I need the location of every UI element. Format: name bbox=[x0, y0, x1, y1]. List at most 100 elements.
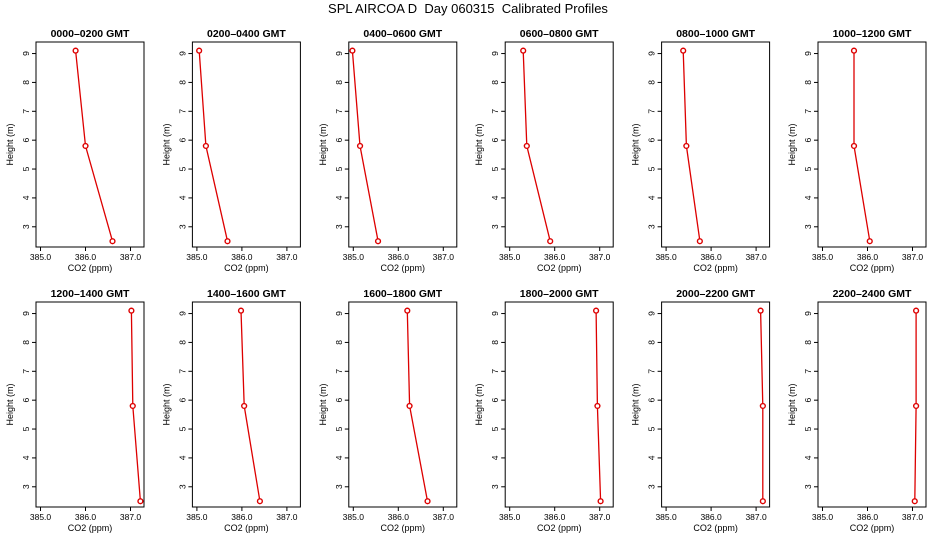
x-tick-label: 386.0 bbox=[857, 252, 879, 262]
y-tick-label: 8 bbox=[490, 340, 500, 345]
y-axis-label: Height (m) bbox=[787, 383, 797, 425]
data-point bbox=[404, 307, 411, 314]
data-point bbox=[759, 402, 766, 410]
panel-title: 0200–0400 GMT bbox=[207, 28, 286, 40]
chart-panel-5: 0800–1000 GMT 385.0 386.0 387.0 3 4 5 6 7 8 9 CO2 (… bbox=[631, 28, 771, 273]
plot-frame bbox=[661, 41, 771, 248]
y-tick-label: 4 bbox=[21, 455, 31, 460]
y-tick-label: 7 bbox=[21, 109, 31, 114]
y-axis-label: Height (m) bbox=[161, 383, 171, 425]
plot-frame bbox=[35, 301, 145, 508]
y-axis-label: Height (m) bbox=[787, 123, 797, 165]
data-point bbox=[597, 498, 604, 505]
y-tick-label: 6 bbox=[490, 398, 500, 403]
y-tick-label: 8 bbox=[177, 80, 187, 85]
x-tick-label: 385.0 bbox=[186, 512, 208, 522]
x-tick-label: 386.0 bbox=[231, 512, 253, 522]
x-tick-label: 385.0 bbox=[30, 512, 52, 522]
y-tick-label: 7 bbox=[647, 369, 657, 374]
panel-title: 1800–2000 GMT bbox=[520, 288, 599, 300]
y-tick-label: 4 bbox=[490, 195, 500, 200]
plot-frame bbox=[661, 301, 771, 508]
x-tick-label: 387.0 bbox=[433, 252, 455, 262]
data-point bbox=[237, 307, 245, 314]
y-axis-label: Height (m) bbox=[631, 123, 641, 165]
y-tick-label: 6 bbox=[21, 138, 31, 143]
y-tick-label: 6 bbox=[334, 398, 344, 403]
y-tick-label: 3 bbox=[803, 484, 813, 489]
data-point bbox=[356, 142, 364, 150]
data-point bbox=[683, 142, 690, 150]
y-tick-label: 8 bbox=[647, 80, 657, 85]
y-axis-label: Height (m) bbox=[5, 123, 15, 165]
y-tick-label: 9 bbox=[334, 311, 344, 316]
y-tick-label: 4 bbox=[803, 195, 813, 200]
y-axis-label: Height (m) bbox=[161, 123, 171, 165]
y-tick-label: 6 bbox=[177, 138, 187, 143]
y-tick-label: 9 bbox=[177, 311, 187, 316]
y-tick-label: 7 bbox=[21, 369, 31, 374]
data-point bbox=[911, 498, 918, 505]
x-tick-label: 385.0 bbox=[812, 252, 834, 262]
plot-frame bbox=[504, 41, 614, 248]
y-tick-label: 7 bbox=[803, 109, 813, 114]
y-tick-label: 3 bbox=[647, 224, 657, 229]
data-point bbox=[137, 498, 144, 505]
chart-panel-11: 2000–2200 GMT 385.0 386.0 387.0 3 4 5 6 7 8 9 CO2 (… bbox=[631, 288, 771, 533]
data-point bbox=[850, 142, 858, 150]
data-point bbox=[72, 47, 79, 54]
data-point bbox=[374, 238, 382, 245]
data-point bbox=[256, 498, 264, 505]
y-tick-label: 8 bbox=[647, 340, 657, 345]
y-tick-label: 3 bbox=[490, 224, 500, 229]
y-tick-label: 4 bbox=[334, 195, 344, 200]
data-point bbox=[196, 47, 203, 54]
x-axis-label: CO2 (ppm) bbox=[68, 523, 113, 533]
data-point bbox=[406, 402, 413, 410]
x-axis-label: CO2 (ppm) bbox=[693, 263, 738, 273]
y-tick-label: 5 bbox=[177, 426, 187, 431]
x-axis-label: CO2 (ppm) bbox=[693, 523, 738, 533]
y-tick-label: 5 bbox=[21, 426, 31, 431]
y-tick-label: 8 bbox=[334, 340, 344, 345]
y-tick-label: 9 bbox=[21, 51, 31, 56]
y-tick-label: 6 bbox=[490, 138, 500, 143]
y-axis-label: Height (m) bbox=[318, 123, 328, 165]
y-tick-label: 8 bbox=[21, 340, 31, 345]
y-tick-label: 3 bbox=[334, 484, 344, 489]
plot-frame bbox=[817, 41, 927, 248]
y-tick-label: 8 bbox=[177, 340, 187, 345]
y-tick-label: 6 bbox=[21, 398, 31, 403]
x-tick-label: 387.0 bbox=[745, 512, 767, 522]
y-tick-label: 8 bbox=[490, 80, 500, 85]
y-tick-label: 6 bbox=[803, 398, 813, 403]
panel-title: 2200–2400 GMT bbox=[833, 288, 912, 300]
data-point bbox=[547, 238, 554, 245]
x-tick-label: 387.0 bbox=[589, 512, 611, 522]
x-axis-label: CO2 (ppm) bbox=[224, 523, 269, 533]
panel-title: 0800–1000 GMT bbox=[676, 28, 755, 40]
data-point bbox=[912, 307, 920, 314]
x-tick-label: 385.0 bbox=[499, 512, 521, 522]
y-tick-label: 3 bbox=[21, 224, 31, 229]
chart-panel-12: 2200–2400 GMT 385.0 386.0 387.0 3 4 5 6 7 8 9 CO2 (… bbox=[787, 288, 927, 533]
data-point bbox=[594, 402, 601, 410]
panel-title: 0600–0800 GMT bbox=[520, 28, 599, 40]
y-tick-label: 5 bbox=[647, 166, 657, 171]
plot-frame bbox=[504, 301, 614, 508]
x-axis-label: CO2 (ppm) bbox=[381, 263, 426, 273]
data-point bbox=[759, 498, 766, 505]
y-tick-label: 7 bbox=[177, 109, 187, 114]
chart-panel-9: 1600–1800 GMT 385.0 386.0 387.0 3 4 5 6 7 8 9 CO2 (… bbox=[318, 288, 458, 533]
x-tick-label: 386.0 bbox=[75, 252, 97, 262]
y-tick-label: 9 bbox=[803, 51, 813, 56]
y-tick-label: 9 bbox=[647, 51, 657, 56]
series-line bbox=[351, 50, 379, 242]
y-tick-label: 4 bbox=[647, 195, 657, 200]
plot-frame bbox=[35, 41, 145, 248]
y-tick-label: 9 bbox=[490, 311, 500, 316]
x-axis-label: CO2 (ppm) bbox=[537, 263, 582, 273]
series-line bbox=[74, 50, 114, 242]
y-tick-label: 8 bbox=[803, 340, 813, 345]
